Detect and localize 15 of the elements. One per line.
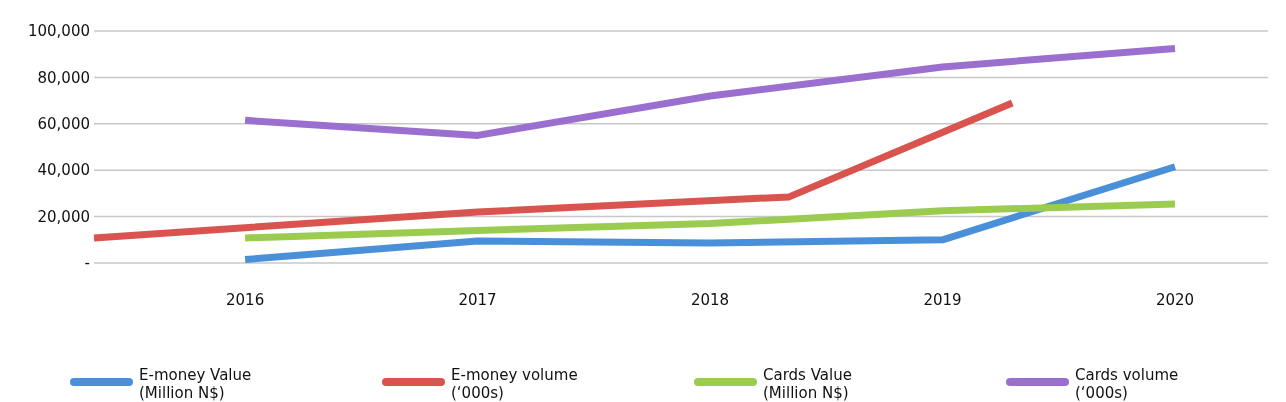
y-tick-label: 100,000	[27, 22, 90, 41]
y-tick-label: 60,000	[37, 115, 90, 134]
y-tick-label: -	[84, 254, 90, 273]
legend-label: E-money Value (Million N$)	[139, 366, 252, 402]
legend-label: Cards Value (Million N$)	[763, 366, 852, 402]
x-tick-label: 2016	[226, 291, 265, 309]
x-tick-label: 2018	[690, 291, 730, 309]
legend-label: Cards volume (‘000s)	[1075, 366, 1179, 402]
legend-label: E-money volume (‘000s)	[451, 366, 578, 402]
x-tick-label: 2020	[1155, 291, 1195, 309]
x-tick-label: 2017	[458, 291, 497, 309]
y-tick-label: 20,000	[37, 207, 90, 226]
x-tick-label: 2019	[923, 291, 962, 309]
y-tick-label: 80,000	[37, 68, 90, 87]
y-tick-label: 40,000	[37, 161, 90, 180]
